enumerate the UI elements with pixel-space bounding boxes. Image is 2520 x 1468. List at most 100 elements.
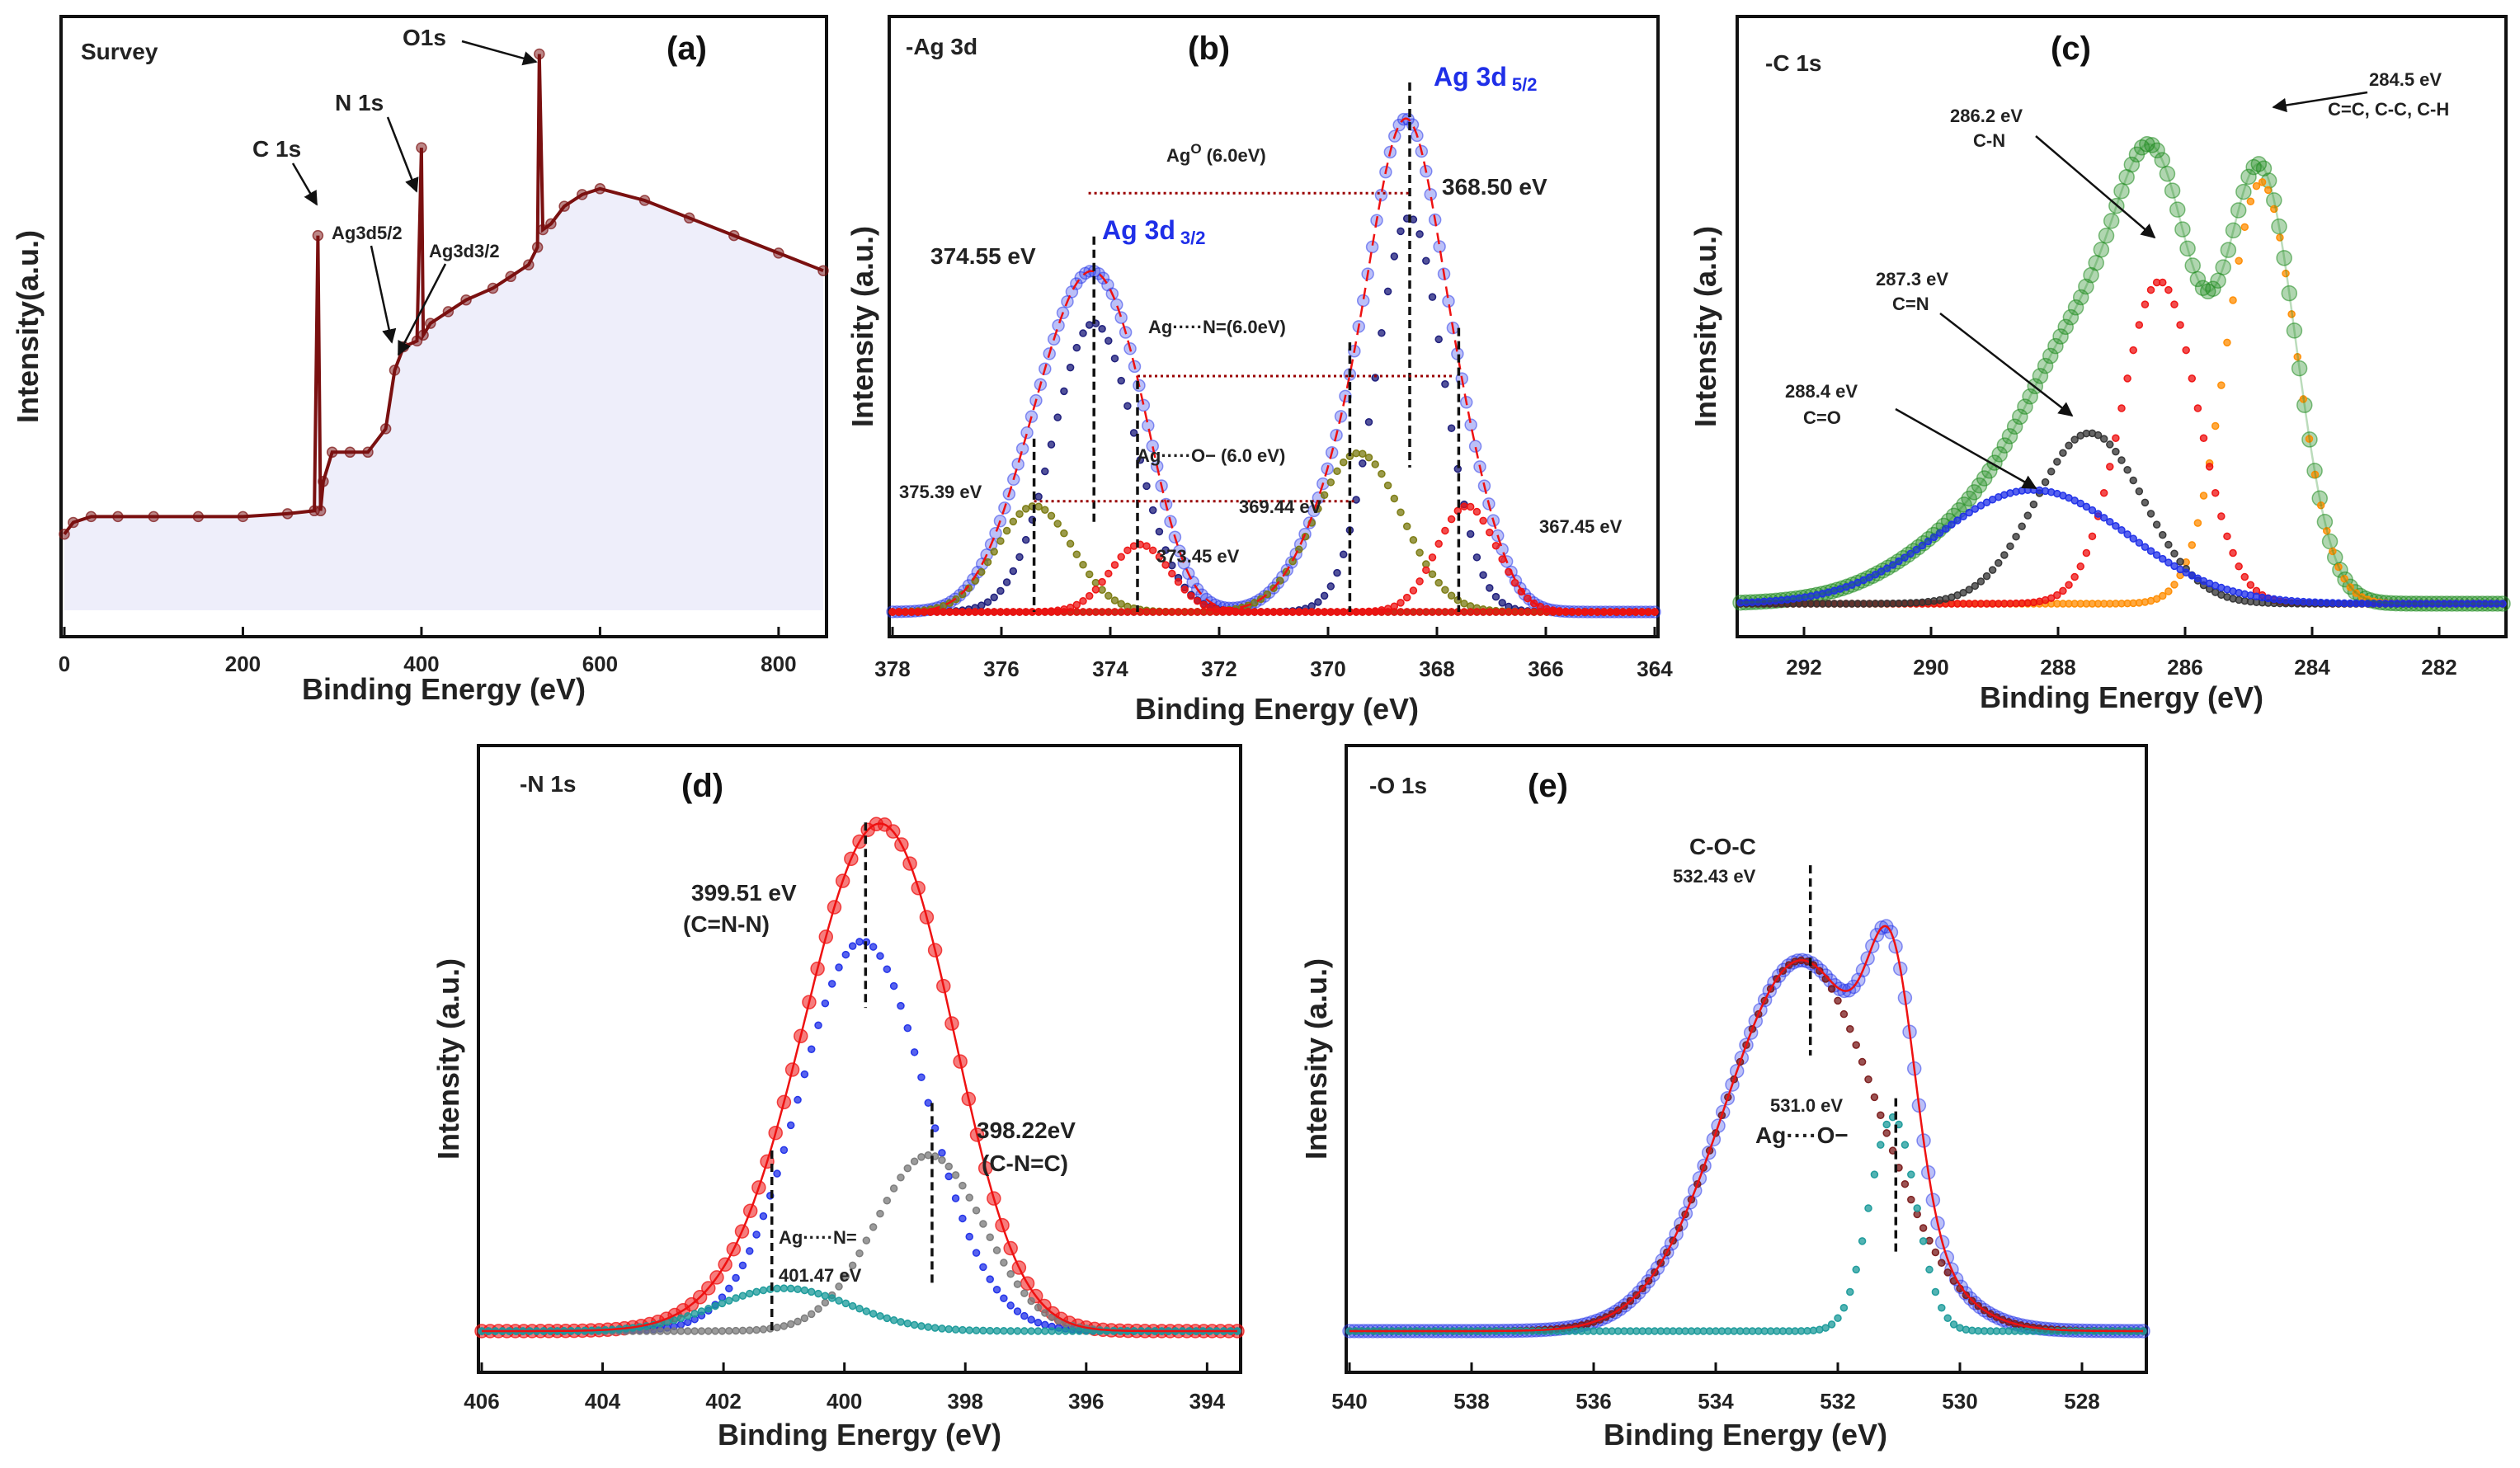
component-point-6 (1320, 608, 1329, 616)
component-point-1 (1877, 1111, 1885, 1119)
component-point-6 (1263, 608, 1272, 616)
survey-point (312, 229, 324, 242)
component-point-2 (2211, 488, 2220, 497)
component-point-4 (1333, 467, 1341, 476)
envelope-point (1961, 490, 1977, 507)
component-point-4 (2159, 554, 2167, 563)
component-point-2 (917, 1153, 926, 1161)
x-tick-label: 290 (1913, 655, 1948, 680)
panel-b-title: -Ag 3d (906, 34, 977, 59)
component-point-1 (2340, 574, 2348, 583)
component-point-6 (1066, 608, 1075, 616)
component-point-1 (1034, 1318, 1043, 1327)
component-point-1 (2293, 352, 2301, 361)
component-point-1 (1852, 1041, 1860, 1049)
component-point-4 (1397, 508, 1405, 517)
label-cc-cc-ch: C=C, C-C, C-H (2328, 99, 2449, 120)
component-point-1 (2316, 501, 2325, 510)
component-point-6 (971, 608, 979, 616)
component-point-1 (855, 938, 864, 946)
panel-e-letter: (e) (1528, 768, 1568, 804)
component-point-2 (1441, 380, 1449, 388)
component-point-4 (2176, 565, 2184, 574)
component-point-1 (2193, 519, 2202, 527)
component-point-3 (2029, 500, 2038, 509)
label-373-45: 373.45 eV (1156, 546, 1240, 567)
component-point-1 (2152, 595, 2161, 603)
component-point-6 (1383, 605, 1392, 613)
component-point-6 (1428, 553, 1437, 562)
component-point-2 (1864, 1204, 1872, 1212)
component-point-2 (869, 1223, 878, 1231)
component-point-4 (1929, 533, 1938, 542)
x-tick-label: 394 (1189, 1389, 1226, 1414)
survey-point (545, 218, 557, 230)
component-point-5 (1123, 546, 1132, 555)
component-point-2 (2146, 285, 2155, 294)
component-point-1 (2246, 197, 2255, 206)
component-point-4 (1959, 512, 1967, 520)
envelope-point (2113, 182, 2130, 200)
survey-fill (64, 54, 823, 610)
component-point-4 (1942, 525, 1950, 533)
panel-e: 540 538 536 534 532 530 528 -O 1s (e) Binding … (1299, 744, 2150, 1452)
component-point-1 (1123, 402, 1132, 411)
component-point-5 (1486, 608, 1494, 616)
component-point-2 (951, 1171, 960, 1179)
envelope-point (2098, 227, 2115, 244)
component-point-3 (807, 1287, 816, 1296)
component-point-4 (1882, 564, 1891, 572)
envelope-point (2276, 250, 2292, 266)
envelope-point (2215, 259, 2231, 275)
component-point-3 (848, 1301, 857, 1310)
x-tick-label: 532 (1820, 1389, 1855, 1414)
survey-point (85, 511, 97, 523)
component-point-3 (2170, 549, 2179, 558)
component-point-3 (990, 548, 998, 556)
component-point-3 (1976, 577, 1985, 586)
component-point-3 (814, 1289, 822, 1298)
component-point-2 (670, 1327, 678, 1335)
component-point-1 (814, 1021, 822, 1030)
component-point-3 (676, 1314, 685, 1323)
panel-b-y-label: Intensity (a.u.) (845, 226, 879, 427)
component-point-5 (1148, 546, 1157, 555)
envelope-point (2179, 240, 2196, 257)
component-point-4 (2152, 551, 2161, 559)
component-point-2 (1907, 1170, 1915, 1179)
x-tick-label: 368 (1419, 656, 1454, 681)
component-point-5 (1505, 608, 1513, 616)
panel-b-x-ticks: 378 376 374 372 370 368 366 364 (874, 627, 1673, 681)
envelope-point (1052, 318, 1065, 332)
component-point-2 (2205, 463, 2214, 471)
component-point-3 (869, 1310, 878, 1318)
component-point-2 (1846, 1287, 1854, 1296)
component-point-6 (1199, 608, 1208, 616)
component-point-3 (2152, 520, 2161, 529)
component-point-3 (979, 1326, 987, 1335)
component-point-6 (1187, 608, 1195, 616)
envelope-point (2230, 202, 2247, 219)
component-point-2 (835, 1282, 843, 1291)
component-point-1 (807, 1045, 816, 1053)
component-point-6 (1371, 607, 1379, 615)
panel-a-frame (59, 15, 828, 638)
component-point-1 (2276, 233, 2284, 242)
component-point-2 (924, 1151, 933, 1160)
component-point-1 (800, 1070, 809, 1079)
envelope-point (2037, 357, 2054, 374)
component-point-5 (1422, 608, 1430, 616)
component-point-1 (2170, 581, 2179, 589)
component-point-6 (1256, 608, 1265, 616)
component-point-2 (1359, 459, 1367, 468)
component-point-3 (1034, 502, 1043, 511)
component-point-2 (1949, 1320, 1958, 1329)
x-tick-label: 398 (948, 1389, 983, 1414)
component-point-1 (1041, 467, 1049, 476)
component-point-4 (1871, 570, 1880, 579)
envelope-point (1137, 398, 1151, 412)
component-point-1 (1047, 440, 1056, 449)
component-point-6 (1085, 608, 1094, 616)
component-point-3 (1048, 1327, 1056, 1335)
component-point-3 (924, 1323, 933, 1331)
